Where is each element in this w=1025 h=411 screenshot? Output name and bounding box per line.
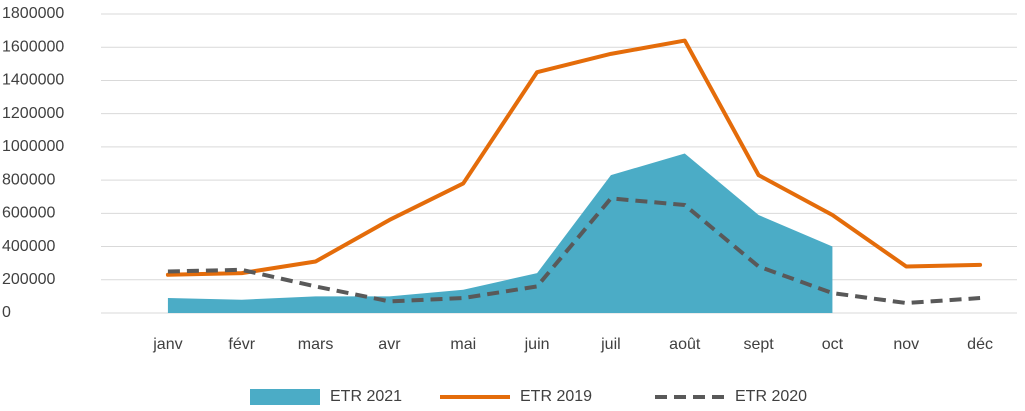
x-tick-label: avr	[378, 336, 401, 353]
y-tick-label: 1800000	[2, 5, 64, 22]
y-tick-label: 400000	[2, 238, 55, 255]
y-tick-label: 1200000	[2, 105, 64, 122]
x-tick-label: sept	[743, 336, 774, 353]
x-tick-label: août	[669, 336, 701, 353]
x-tick-label: févr	[228, 336, 255, 353]
x-tick-label: janv	[152, 336, 182, 353]
legend-swatch	[250, 389, 320, 405]
line	[165, 38, 983, 277]
legend-label: ETR 2019	[520, 388, 592, 405]
y-tick-label: 1000000	[2, 138, 64, 155]
y-tick-label: 600000	[2, 205, 55, 222]
x-tick-label: mai	[450, 336, 476, 353]
x-tick-label: mars	[298, 336, 334, 353]
x-tick-label: juil	[600, 336, 621, 353]
line	[167, 196, 981, 306]
x-tick-label: juin	[524, 336, 550, 353]
x-tick-label: oct	[822, 336, 844, 353]
legend-label: ETR 2020	[735, 388, 807, 405]
legend-label: ETR 2021	[330, 388, 402, 405]
y-tick-label: 1400000	[2, 72, 64, 89]
x-tick-label: déc	[967, 336, 993, 353]
y-tick-label: 1600000	[2, 38, 64, 55]
y-tick-label: 800000	[2, 171, 55, 188]
area	[167, 153, 833, 313]
x-tick-label: nov	[893, 336, 919, 353]
y-tick-label: 200000	[2, 271, 55, 288]
y-tick-label: 0	[2, 304, 11, 321]
